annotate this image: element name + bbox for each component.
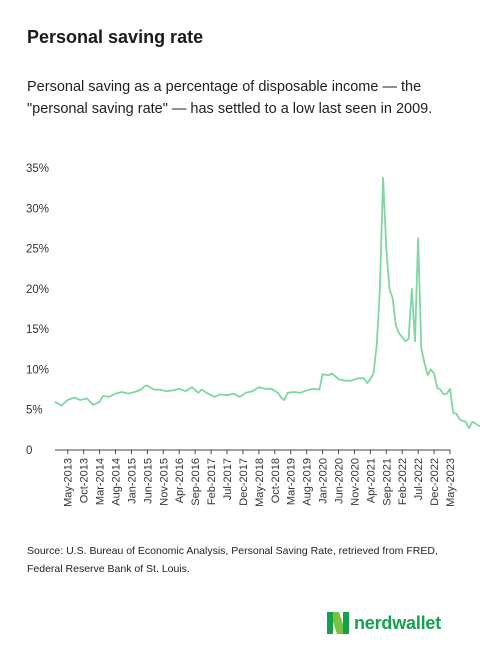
brand-name: nerdwallet: [354, 612, 442, 633]
chart-subtitle: Personal saving as a percentage of dispo…: [27, 79, 433, 117]
y-tick-label: 15%: [26, 324, 49, 336]
x-tick-label: Feb-2017: [206, 458, 218, 505]
y-tick-label: 20%: [26, 284, 49, 296]
x-tick-label: Mar-2014: [95, 458, 107, 505]
x-tick-label: Jan-2015: [126, 458, 138, 504]
x-tick-label: Mar-2019: [286, 458, 298, 505]
y-tick-label: 10%: [26, 364, 49, 376]
y-tick-label: 30%: [26, 203, 49, 215]
x-tick-label: Nov-2015: [158, 458, 170, 506]
x-tick-label: May-2013: [63, 458, 75, 507]
x-tick-label: Apr-2021: [365, 458, 377, 503]
x-tick-label: Jun-2020: [334, 458, 346, 504]
x-tick-label: Sep-2016: [190, 458, 202, 506]
x-tick-label: Jan-2020: [318, 458, 330, 504]
saving-rate-chart: 0 5% 10% 15% 20% 25% 30% 35% May-2013 Oct-2013 Mar…: [26, 163, 480, 507]
x-tick-label: Jul-2017: [222, 458, 234, 500]
source-note: Source: U.S. Bureau of Economic Analysis…: [27, 545, 438, 575]
nerdwallet-logo: nerdwallet: [326, 611, 441, 635]
x-tick-label: Dec-2022: [429, 458, 441, 506]
x-tick-label: Oct-2013: [79, 458, 91, 503]
y-tick-label: 0: [26, 445, 32, 457]
x-tick-label: Jul-2022: [413, 458, 425, 500]
x-tick-label: Sep-2021: [381, 458, 393, 506]
chart-title: Personal saving rate: [27, 27, 204, 47]
y-tick-label: 5%: [26, 405, 43, 417]
x-tick-label: Aug-2014: [111, 458, 123, 506]
x-tick-label: Dec-2017: [238, 458, 250, 506]
saving-rate-line: [54, 176, 480, 430]
x-tick-label: Nov-2020: [349, 458, 361, 506]
x-tick-label: Jun-2015: [142, 458, 154, 504]
y-tick-label: 35%: [26, 163, 49, 175]
x-tick-label: May-2018: [254, 458, 266, 507]
y-tick-label: 25%: [26, 244, 49, 256]
x-tick-label: Apr-2016: [174, 458, 186, 503]
x-tick-label: Oct-2018: [270, 458, 282, 503]
nerdwallet-logo-icon: [327, 612, 349, 634]
x-tick-label: May-2023: [445, 458, 457, 507]
x-tick-label: Feb-2022: [397, 458, 409, 505]
x-tick-label: Aug-2019: [302, 458, 314, 506]
